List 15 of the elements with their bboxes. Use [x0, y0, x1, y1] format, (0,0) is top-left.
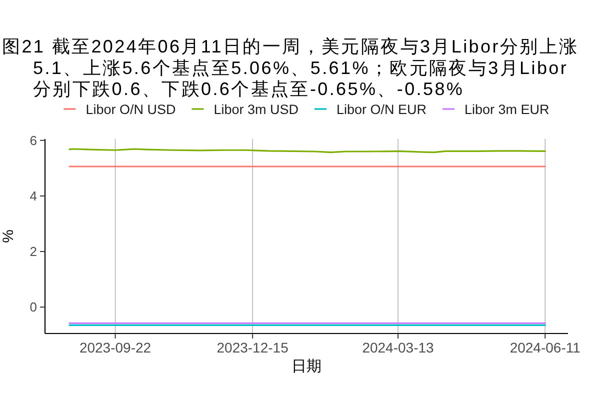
y-tick-label: 6 [30, 132, 37, 148]
x-tick-label: 2024-03-13 [362, 340, 434, 356]
legend-label: Libor 3m EUR [464, 102, 550, 117]
legend-label: Libor O/N EUR [336, 102, 427, 117]
x-tick-label: 2023-12-15 [216, 340, 289, 356]
legend-label: Libor O/N USD [86, 102, 176, 117]
y-tick-label: 4 [30, 188, 37, 204]
x-tick-label: 2023-09-22 [79, 340, 152, 356]
x-axis-title: 日期 [292, 358, 322, 375]
y-tick-label: 2 [30, 244, 37, 260]
y-axis-title: % [0, 230, 17, 243]
chart-title: 图21 截至2024年06月11日的一周，美元隔夜与3月Libor分别上涨5.1、上涨5.6个基点至5.06%、5.61%；欧元隔夜与3月Libor分别下跌0.6、下跌0.6个基点至-0.65%、-0.58% [2, 36, 579, 100]
x-tick-label: 2024-06-11 [510, 340, 581, 356]
legend-label: Libor 3m USD [214, 102, 299, 117]
y-tick-label: 0 [30, 300, 37, 315]
